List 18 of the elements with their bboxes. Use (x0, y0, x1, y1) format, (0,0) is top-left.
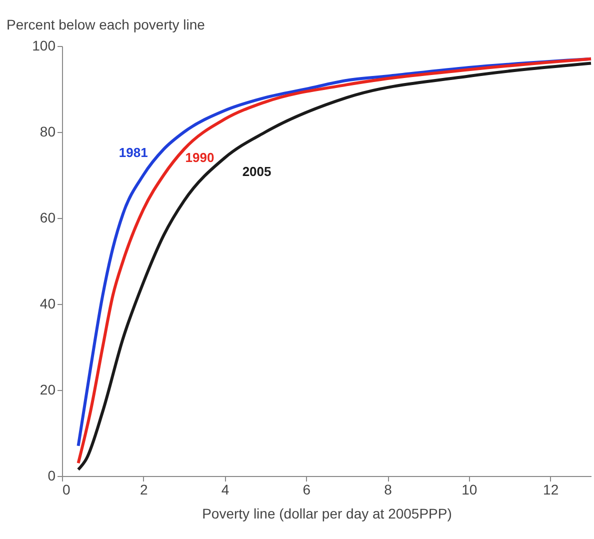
x-tick-label: 0 (62, 482, 70, 498)
x-tick-label: 4 (221, 482, 230, 498)
x-tick-label: 8 (384, 482, 392, 498)
series-label: 1990 (185, 150, 214, 165)
x-tick-label: 2 (140, 482, 148, 498)
x-tick-label: 6 (302, 482, 311, 498)
y-tick-label: 60 (40, 210, 56, 226)
y-tick-label: 80 (40, 124, 56, 140)
y-tick-label: 100 (32, 38, 56, 54)
y-tick-label: 20 (40, 382, 56, 398)
series-label: 2005 (242, 164, 272, 179)
x-tick-label: 10 (462, 482, 478, 498)
x-tick-label: 12 (543, 482, 559, 498)
y-axis-title: Percent below each poverty line (6, 16, 206, 32)
y-tick-label: 40 (40, 296, 56, 312)
series-label: 1981 (118, 145, 148, 160)
x-axis-title: Poverty line (dollar per day at 2005PPP) (202, 506, 452, 522)
y-tick-label: 0 (48, 468, 56, 484)
